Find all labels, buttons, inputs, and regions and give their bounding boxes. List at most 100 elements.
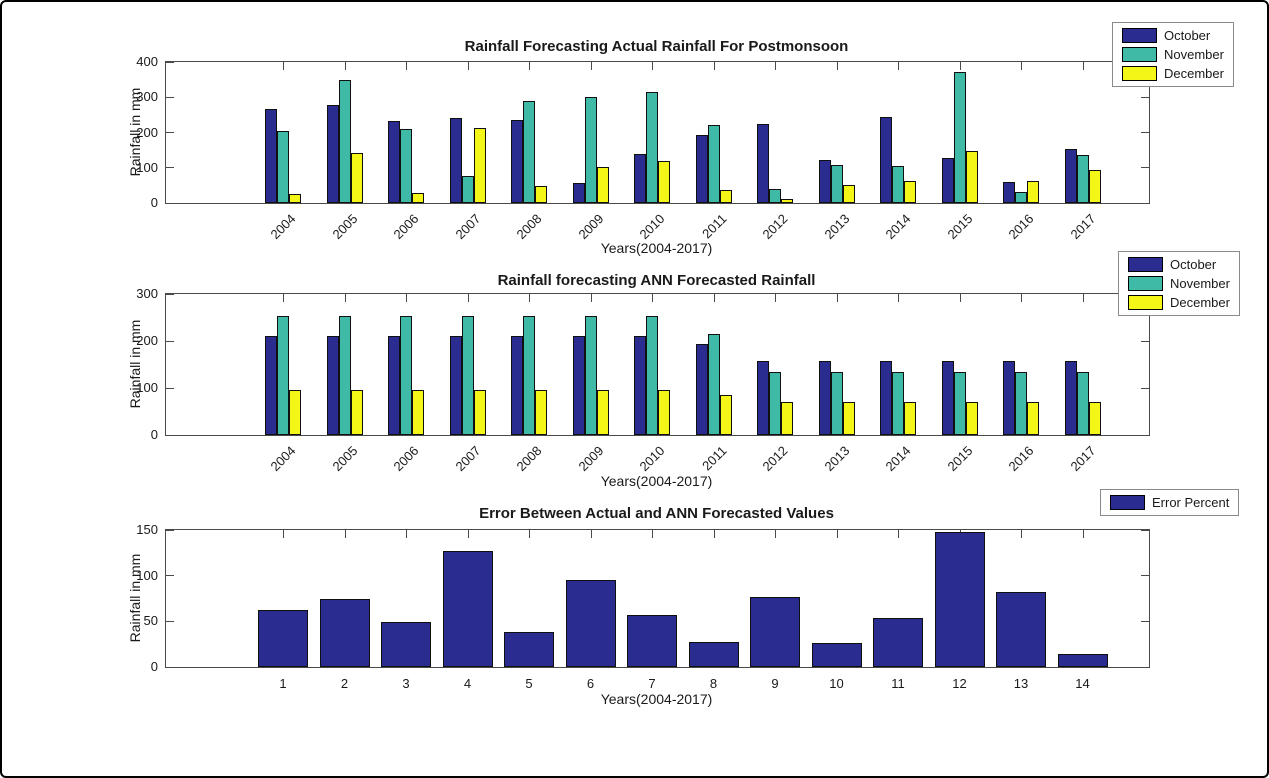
x-tick-mark <box>1082 294 1084 302</box>
legend-label: November <box>1164 47 1224 62</box>
bar-december-2011 <box>719 395 732 435</box>
bar-december-2007 <box>473 128 486 203</box>
x-tick-label: 4 <box>463 676 472 691</box>
y-tick-mark <box>166 61 174 63</box>
x-tick-label: 3 <box>402 676 410 691</box>
x-tick-label: 2007 <box>452 443 484 475</box>
bar-october-2007 <box>449 336 462 435</box>
bar-october-2014 <box>880 361 892 435</box>
december-swatch-icon <box>1122 66 1157 81</box>
x-axis-label: Years(2004-2017) <box>600 473 713 489</box>
y-tick-mark <box>166 575 174 577</box>
bar-november-2013 <box>830 165 843 203</box>
y-tick-label: 0 <box>150 427 158 442</box>
bar-november-2014 <box>892 372 904 435</box>
legend-item-november: November <box>1128 276 1230 291</box>
bar-december-2004 <box>289 194 301 203</box>
bar-december-2011 <box>719 190 732 203</box>
bar-december-2017 <box>1088 170 1101 203</box>
bar-november-2014 <box>892 166 904 203</box>
x-tick-label: 11 <box>891 676 905 691</box>
bar-october-2008 <box>511 336 523 435</box>
bar-october-2009 <box>572 183 585 203</box>
bar-november-2010 <box>646 316 658 435</box>
bar-november-2010 <box>646 92 658 203</box>
y-tick-label: 100 <box>136 567 158 583</box>
x-tick-label: 14 <box>1075 676 1090 691</box>
legend-item-error-percent: Error Percent <box>1110 495 1229 510</box>
bar-october-2015 <box>941 158 954 203</box>
bar-error-percent-4 <box>442 551 493 667</box>
x-tick-label: 2005 <box>329 211 361 243</box>
x-tick-label: 2012 <box>759 211 791 243</box>
bar-december-2012 <box>781 402 793 435</box>
legend-label: December <box>1164 66 1224 81</box>
october-swatch-icon <box>1122 28 1157 43</box>
x-tick-mark <box>467 62 469 70</box>
bar-december-2005 <box>350 390 363 435</box>
y-tick-label: 0 <box>150 195 158 210</box>
bar-october-2004 <box>265 336 277 435</box>
legend-label: October <box>1164 28 1211 43</box>
x-tick-label: 12 <box>952 676 967 691</box>
x-tick-mark <box>898 530 899 538</box>
bar-october-2006 <box>388 336 400 435</box>
x-tick-label: 2009 <box>575 443 607 475</box>
bar-october-2007 <box>449 118 462 203</box>
bar-december-2017 <box>1088 402 1101 435</box>
x-tick-mark <box>1021 294 1022 302</box>
y-tick-label: 200 <box>136 333 158 348</box>
legend-item-october: October <box>1122 28 1224 43</box>
y-tick-label: 400 <box>136 54 158 69</box>
legend-label: Error Percent <box>1152 495 1230 510</box>
bar-november-2012 <box>769 372 781 435</box>
y-tick-label: 0 <box>150 659 158 674</box>
x-tick-label: 2008 <box>513 211 545 243</box>
bar-november-2007 <box>461 316 474 435</box>
x-tick-label: 2014 <box>882 211 914 243</box>
chart-title: Error Between Actual and ANN Forecasted … <box>479 505 834 522</box>
x-tick-mark <box>406 530 407 538</box>
chart-title: Rainfall forecasting ANN Forecasted Rain… <box>497 272 816 289</box>
bar-october-2006 <box>388 121 400 203</box>
x-tick-label: 2006 <box>390 211 422 243</box>
bar-october-2017 <box>1064 149 1077 203</box>
x-tick-mark <box>406 62 407 70</box>
x-tick-mark <box>959 294 961 302</box>
x-tick-label: 2011 <box>698 443 730 474</box>
bar-october-2017 <box>1064 361 1077 435</box>
x-tick-label: 2014 <box>882 443 914 475</box>
x-tick-label: 2004 <box>267 443 299 475</box>
x-tick-mark <box>898 294 899 302</box>
x-tick-mark <box>590 530 592 538</box>
bar-december-2005 <box>350 153 363 203</box>
bar-october-2009 <box>572 336 585 435</box>
bar-error-percent-3 <box>381 622 431 667</box>
x-tick-label: 2017 <box>1067 211 1099 243</box>
bar-november-2011 <box>707 125 720 203</box>
x-tick-mark <box>283 530 284 538</box>
x-tick-mark <box>590 62 592 70</box>
x-tick-label: 13 <box>1013 676 1029 691</box>
x-tick-label: 2013 <box>821 211 853 243</box>
y-tick-mark <box>166 202 174 204</box>
bar-november-2008 <box>523 316 535 435</box>
bar-october-2005 <box>326 336 339 435</box>
chart-title: Rainfall Forecasting Actual Rainfall For… <box>464 38 849 55</box>
y-tick-mark <box>166 387 174 389</box>
bar-november-2015 <box>953 72 966 203</box>
y-tick-mark <box>166 340 174 342</box>
bar-december-2010 <box>658 161 670 203</box>
bar-error-percent-8 <box>688 642 739 667</box>
december-swatch-icon <box>1128 295 1163 310</box>
x-tick-label: 2011 <box>698 211 730 242</box>
y-tick-mark <box>166 434 174 436</box>
legend: October November December <box>1118 251 1240 316</box>
bar-december-2015 <box>965 402 978 435</box>
bar-november-2006 <box>400 316 412 435</box>
x-tick-label: 2008 <box>513 443 545 475</box>
bar-error-percent-1 <box>258 610 308 667</box>
x-tick-label: 2 <box>340 676 349 691</box>
y-tick-mark <box>1141 387 1149 389</box>
bar-november-2012 <box>769 189 781 203</box>
